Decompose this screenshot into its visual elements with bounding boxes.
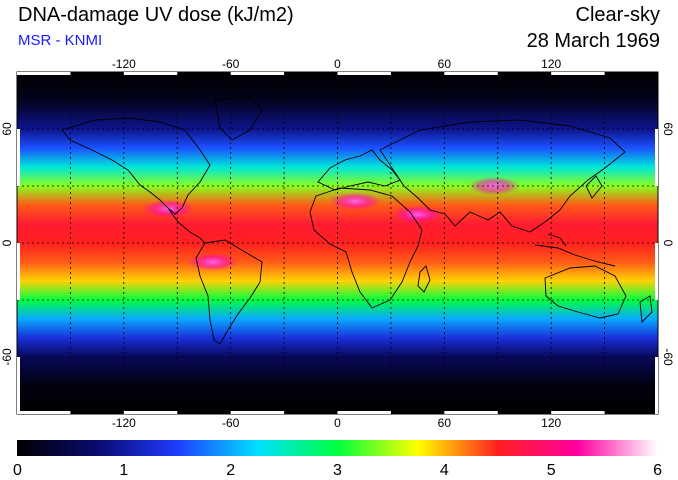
date-label: 28 March 1969 [526,30,660,52]
lon-tick-label-bottom: 60 [438,416,452,430]
hotspot-mark [468,177,521,195]
lon-tick-label-top: 120 [541,57,561,71]
coastline-central-america [167,207,206,244]
chart-title: DNA-damage UV dose (kJ/m2) [18,4,294,26]
lon-tick-label-top: 60 [438,57,452,71]
lat-tick-label-left: 0 [0,239,14,246]
coastline-australia [544,265,627,319]
lon-tick-label-top: -60 [222,57,240,71]
axis-labels: -120 -120 -60 -60 0 0 60 60 120 120 60 60 0 0 -60 -60 [0,57,675,430]
hotspot-mark [186,253,239,271]
colorbar-tick-label: 2 [226,462,235,479]
coastline-north-america [61,117,211,215]
lon-tick-label-bottom: -60 [222,416,240,430]
coastline-asia [379,119,626,233]
colorbar-labels: 0 1 2 3 4 5 6 [13,462,662,479]
lon-tick-label-bottom: 0 [334,416,341,430]
map-frame [16,71,659,415]
colorbar-tick-label: 4 [440,462,449,479]
lon-tick-label-top: -120 [112,57,136,71]
lon-tick-label-bottom: 120 [541,416,561,430]
lat-tick-label-right: 0 [661,240,675,247]
coastline-south-america [195,239,263,345]
coastline-new-zealand [639,295,653,323]
colorbar [17,440,658,456]
lat-tick-label-left: -60 [0,348,14,366]
colorbar-tick-label: 3 [333,462,342,479]
lat-tick-label-right: 60 [661,122,675,136]
coastline-madagascar [417,265,431,293]
hotspot-mark [391,205,444,224]
coastline-greenland [214,95,263,141]
colorbar-tick-label: 6 [653,462,662,479]
source-label: MSR - KNMI [18,32,103,49]
coastline-europe [317,149,401,191]
lat-tick-label-left: 60 [0,122,14,136]
lon-tick-label-bottom: -120 [112,416,136,430]
graticule [17,72,658,414]
lon-tick-label-top: 0 [334,57,341,71]
lat-tick-label-right: -60 [661,348,675,366]
sky-condition-label: Clear-sky [575,4,660,26]
coastline-antarctica [17,395,658,405]
colorbar-tick-label: 5 [547,462,556,479]
colorbar-tick-label: 1 [119,462,128,479]
coastline-africa [309,187,423,309]
hotspot-mark [329,192,382,211]
colorbar-tick-label: 0 [13,462,22,479]
